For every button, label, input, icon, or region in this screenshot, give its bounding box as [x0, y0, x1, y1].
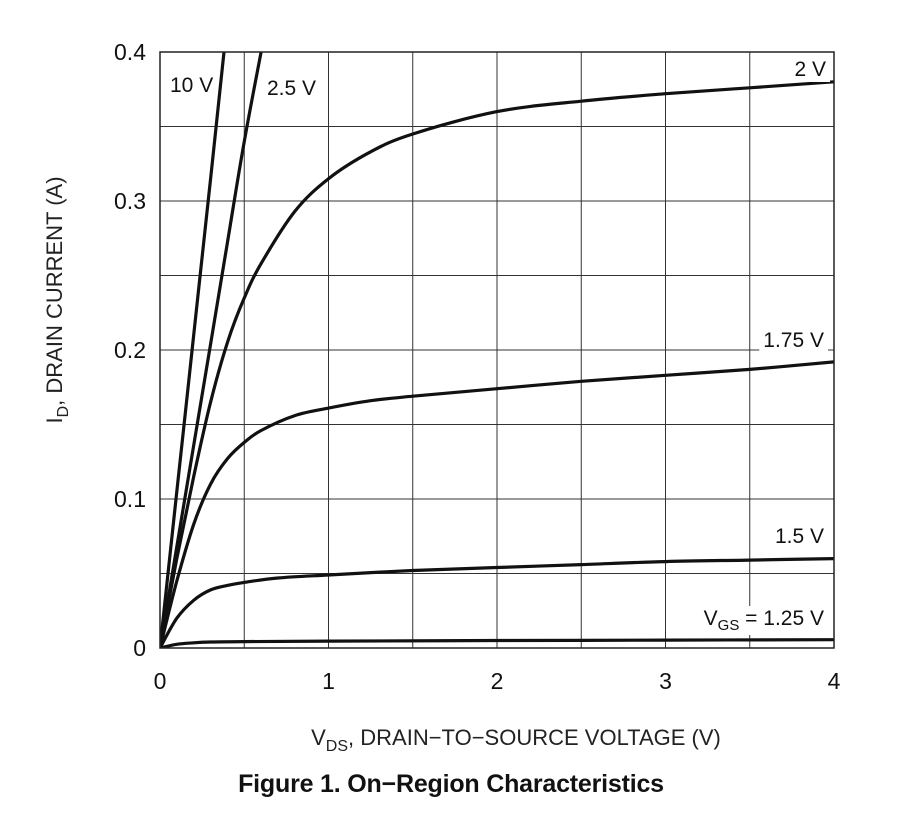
series-line-1-75-v [160, 360, 834, 648]
x-tick-label: 2 [491, 668, 504, 694]
x-tick-label: 4 [828, 668, 841, 694]
curve-label-bg [790, 57, 830, 82]
y-tick-label: 0.2 [114, 337, 146, 363]
y-tick-label: 0.3 [114, 188, 146, 214]
series-line-2-5-v [160, 52, 263, 648]
series-line-10-v [160, 52, 226, 648]
series-curves [160, 52, 834, 648]
curve-label-vgs-1-25-v: VGS = 1.25 V [704, 607, 824, 634]
curve-label-2-5-v: 2.5 V [267, 77, 316, 100]
curve-label-1-5-v: 1.5 V [775, 525, 824, 548]
series-line-1-5-v [160, 557, 834, 648]
x-axis-title-sub: DS [326, 738, 348, 755]
x-tick-label: 1 [322, 668, 335, 694]
tick-labels: 0 1 2 3 4 0 0.1 0.2 0.3 0.4 [114, 39, 841, 694]
x-axis-title-rest: , DRAIN−TO−SOURCE VOLTAGE (V) [348, 725, 721, 750]
x-tick-label: 0 [154, 668, 167, 694]
curve-label-bg [166, 73, 218, 98]
grid [160, 52, 834, 648]
x-axis-title: VDS, DRAIN−TO−SOURCE VOLTAGE (V) [311, 725, 721, 755]
figure-caption: Figure 1. On−Region Characteristics [238, 770, 664, 798]
curve-label-bg [770, 524, 828, 549]
curve-label-bg [759, 328, 828, 353]
curve-label-bg [263, 76, 321, 101]
curve-label-bg [699, 606, 828, 635]
y-axis-title-rest: , DRAIN CURRENT (A) [42, 176, 67, 405]
curve-label-1-75-v: 1.75 V [763, 329, 824, 352]
y-axis-title: ID, DRAIN CURRENT (A) [42, 176, 72, 423]
curve-label-2-v: 2 V [794, 58, 826, 81]
series-line-2-v [160, 80, 834, 648]
plot-frame [159, 51, 835, 649]
y-axis-title-main: I [42, 417, 67, 423]
curve-label-10-v: 10 V [170, 74, 213, 97]
y-tick-label: 0.1 [114, 486, 146, 512]
drain-current-chart: 10 V 2.5 V 2 V 1.75 V 1.5 V VGS = 1.25 V 0 1 2 3… [42, 39, 841, 755]
y-tick-label: 0.4 [114, 39, 146, 65]
y-axis-title-sub: D [55, 406, 72, 418]
series-line-vgs-1-25-v [160, 638, 834, 648]
y-tick-label: 0 [133, 635, 146, 661]
curve-labels: 10 V 2.5 V 2 V 1.75 V 1.5 V VGS = 1.25 V [166, 57, 830, 635]
x-tick-label: 3 [659, 668, 672, 694]
x-axis-title-main: V [311, 725, 326, 750]
